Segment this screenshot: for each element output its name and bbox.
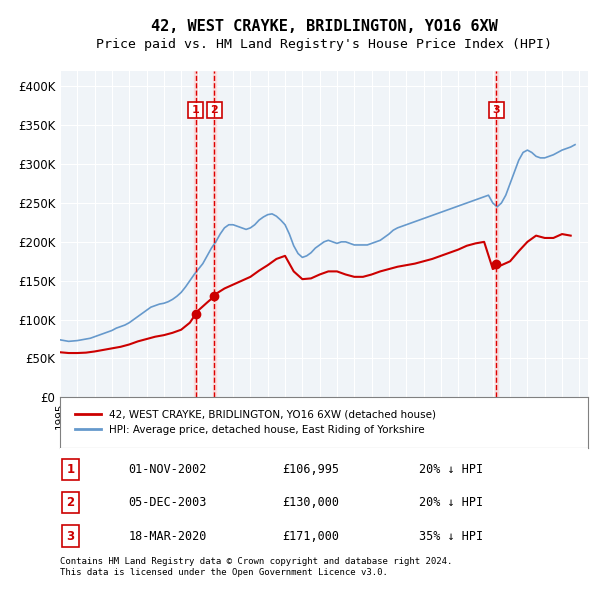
Text: 42, WEST CRAYKE, BRIDLINGTON, YO16 6XW: 42, WEST CRAYKE, BRIDLINGTON, YO16 6XW [151, 19, 497, 34]
Text: 35% ↓ HPI: 35% ↓ HPI [419, 529, 483, 542]
Text: 18-MAR-2020: 18-MAR-2020 [128, 529, 207, 542]
Text: £106,995: £106,995 [282, 463, 339, 476]
Legend: 42, WEST CRAYKE, BRIDLINGTON, YO16 6XW (detached house), HPI: Average price, det: 42, WEST CRAYKE, BRIDLINGTON, YO16 6XW (… [70, 406, 440, 439]
Text: 2: 2 [67, 496, 74, 509]
Bar [213, 71, 216, 397]
Text: 2: 2 [211, 105, 218, 115]
Text: Contains HM Land Registry data © Crown copyright and database right 2024.
This d: Contains HM Land Registry data © Crown c… [60, 557, 452, 576]
Bar [495, 71, 498, 397]
Text: 1: 1 [192, 105, 199, 115]
Text: 20% ↓ HPI: 20% ↓ HPI [419, 496, 483, 509]
Text: 3: 3 [493, 105, 500, 115]
Text: 05-DEC-2003: 05-DEC-2003 [128, 496, 207, 509]
Text: 1: 1 [67, 463, 74, 476]
Text: £171,000: £171,000 [282, 529, 339, 542]
Text: Price paid vs. HM Land Registry's House Price Index (HPI): Price paid vs. HM Land Registry's House … [96, 38, 552, 51]
Text: 20% ↓ HPI: 20% ↓ HPI [419, 463, 483, 476]
Text: £130,000: £130,000 [282, 496, 339, 509]
Text: 3: 3 [67, 529, 74, 542]
Bar [194, 71, 197, 397]
Text: 01-NOV-2002: 01-NOV-2002 [128, 463, 207, 476]
